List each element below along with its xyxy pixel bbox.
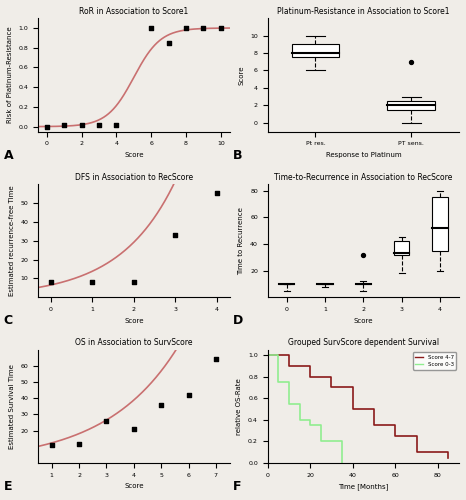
Y-axis label: Estimated Survival Time: Estimated Survival Time: [9, 364, 15, 449]
FancyBboxPatch shape: [387, 101, 435, 110]
Legend: Score 4-7, Score 0-3: Score 4-7, Score 0-3: [413, 352, 456, 370]
X-axis label: Score: Score: [354, 318, 373, 324]
Point: [217, 24, 225, 32]
Point: [130, 425, 137, 433]
Title: RoR in Association to Score1: RoR in Association to Score1: [79, 7, 188, 16]
Point: [185, 391, 192, 399]
Y-axis label: Estimated recurrence-free Time: Estimated recurrence-free Time: [9, 186, 15, 296]
Point: [89, 278, 96, 286]
Point: [182, 24, 190, 32]
Point: [61, 120, 68, 128]
Title: Grouped SurvScore dependent Survival: Grouped SurvScore dependent Survival: [288, 338, 439, 347]
Title: OS in Association to SurvScore: OS in Association to SurvScore: [75, 338, 192, 347]
Point: [75, 440, 83, 448]
Text: F: F: [233, 480, 242, 493]
Text: D: D: [233, 314, 243, 328]
Title: Platinum-Resistance in Association to Score1: Platinum-Resistance in Association to Sc…: [277, 7, 450, 16]
X-axis label: Time [Months]: Time [Months]: [338, 484, 389, 490]
Point: [43, 122, 50, 130]
X-axis label: Score: Score: [124, 318, 144, 324]
Y-axis label: relative OS-Rate: relative OS-Rate: [236, 378, 242, 434]
Y-axis label: Score: Score: [239, 65, 245, 84]
Y-axis label: Time to Recurrence: Time to Recurrence: [239, 206, 245, 274]
Point: [147, 24, 155, 32]
Title: Time-to-Recurrence in Association to RecScore: Time-to-Recurrence in Association to Rec…: [274, 172, 452, 182]
Text: A: A: [4, 148, 13, 162]
Text: B: B: [233, 148, 243, 162]
Point: [360, 250, 367, 258]
Point: [212, 356, 219, 364]
Point: [95, 120, 103, 128]
Point: [48, 441, 55, 449]
Point: [47, 278, 55, 286]
Point: [103, 417, 110, 425]
Point: [165, 39, 172, 47]
Title: DFS in Association to RecScore: DFS in Association to RecScore: [75, 172, 193, 182]
Point: [213, 190, 221, 198]
X-axis label: Score: Score: [124, 484, 144, 490]
FancyBboxPatch shape: [394, 242, 409, 254]
Point: [158, 400, 165, 408]
Point: [200, 24, 207, 32]
Y-axis label: Risk of Platinum-Resistance: Risk of Platinum-Resistance: [7, 26, 13, 123]
Point: [78, 120, 85, 128]
X-axis label: Score: Score: [124, 152, 144, 158]
Point: [130, 278, 137, 286]
FancyBboxPatch shape: [432, 197, 447, 250]
X-axis label: Response to Platinum: Response to Platinum: [326, 152, 401, 158]
Text: E: E: [4, 480, 12, 493]
Point: [113, 120, 120, 128]
Point: [171, 231, 179, 239]
Point: [407, 58, 415, 66]
Text: C: C: [4, 314, 13, 328]
FancyBboxPatch shape: [292, 44, 339, 58]
